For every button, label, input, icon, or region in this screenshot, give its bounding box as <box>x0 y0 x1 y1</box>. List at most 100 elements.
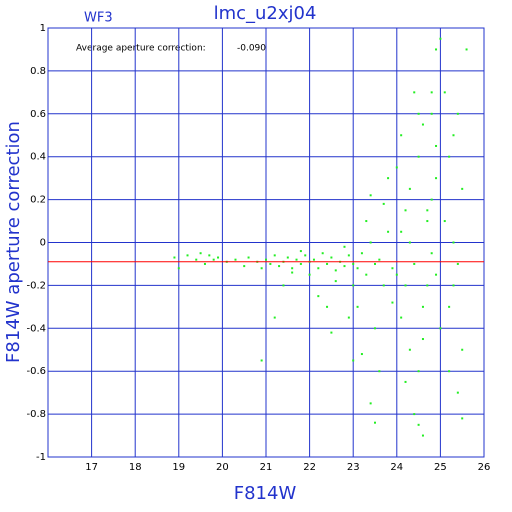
chart-subtitle: WF3 <box>84 11 113 26</box>
point <box>465 48 468 51</box>
point <box>299 262 302 265</box>
point <box>461 348 464 351</box>
x-tick-label: 21 <box>260 462 273 473</box>
point <box>430 198 433 201</box>
y-tick-label: 0.4 <box>30 152 46 163</box>
x-tick-label: 26 <box>478 462 491 473</box>
point <box>435 48 438 51</box>
y-tick-label: 0.6 <box>30 109 46 120</box>
x-tick-label: 24 <box>390 462 403 473</box>
point <box>421 338 424 341</box>
point <box>387 177 390 180</box>
point <box>273 316 276 319</box>
point <box>400 134 403 137</box>
annotation-value: -0.090 <box>237 44 266 54</box>
point <box>430 112 433 115</box>
point <box>443 91 446 94</box>
point <box>374 262 376 265</box>
point <box>404 380 407 383</box>
point <box>439 37 442 40</box>
point <box>421 305 424 308</box>
point <box>199 252 202 255</box>
point <box>426 284 429 287</box>
point <box>430 91 433 94</box>
point <box>312 258 315 261</box>
point <box>286 256 289 259</box>
point <box>369 241 372 244</box>
point <box>299 250 302 253</box>
point <box>195 258 198 261</box>
point <box>456 391 459 394</box>
chart-title: lmc_u2xj04 <box>214 3 317 24</box>
x-tick-label: 17 <box>85 462 98 473</box>
point <box>273 254 276 257</box>
point <box>430 252 433 255</box>
point <box>326 262 329 265</box>
point <box>278 265 281 268</box>
point <box>452 241 455 244</box>
point <box>260 359 263 362</box>
point <box>435 144 438 147</box>
x-tick-label: 22 <box>303 462 316 473</box>
point <box>413 413 416 416</box>
point <box>234 258 237 261</box>
point <box>378 370 381 373</box>
point <box>461 187 464 190</box>
y-tick-label: -0.4 <box>26 323 46 334</box>
point <box>417 112 420 115</box>
y-axis-label: F814W aperture correction <box>3 121 24 363</box>
point <box>417 423 420 426</box>
point <box>448 305 451 308</box>
point <box>435 177 438 180</box>
point <box>400 230 403 233</box>
point <box>426 220 429 223</box>
point <box>365 273 368 276</box>
point <box>435 273 438 276</box>
x-tick-label: 23 <box>347 462 360 473</box>
point <box>461 417 464 420</box>
point <box>352 284 355 287</box>
point <box>343 245 346 248</box>
point <box>173 256 176 259</box>
y-tick-label: 0 <box>40 238 46 249</box>
point <box>408 241 411 244</box>
y-tick-label: 0.2 <box>30 195 46 206</box>
point <box>382 284 385 287</box>
point <box>334 280 337 283</box>
point <box>317 267 320 270</box>
y-tick-label: -0.2 <box>26 280 46 291</box>
point <box>203 262 206 265</box>
point <box>456 262 459 265</box>
point <box>395 273 398 276</box>
point <box>421 434 424 437</box>
point <box>400 316 403 319</box>
point <box>186 254 189 257</box>
point <box>321 252 324 255</box>
point <box>439 327 442 330</box>
point <box>291 267 294 270</box>
point <box>391 267 394 270</box>
point <box>421 123 424 126</box>
point <box>330 256 333 259</box>
point <box>456 112 459 115</box>
point <box>212 258 215 261</box>
point <box>317 295 320 298</box>
point <box>404 284 407 287</box>
point <box>408 348 411 351</box>
annotation-text: Average aperture correction: <box>76 44 206 54</box>
point <box>343 265 346 268</box>
point <box>365 220 368 223</box>
x-tick-label: 18 <box>129 462 142 473</box>
point <box>369 194 372 197</box>
point <box>352 359 355 362</box>
point <box>374 421 376 424</box>
point <box>330 331 333 334</box>
point <box>217 256 220 259</box>
x-tick-label: 20 <box>216 462 229 473</box>
point <box>347 254 350 257</box>
point <box>378 258 381 261</box>
point <box>247 256 250 259</box>
y-tick-label: -0.6 <box>26 366 46 377</box>
point <box>208 254 211 257</box>
